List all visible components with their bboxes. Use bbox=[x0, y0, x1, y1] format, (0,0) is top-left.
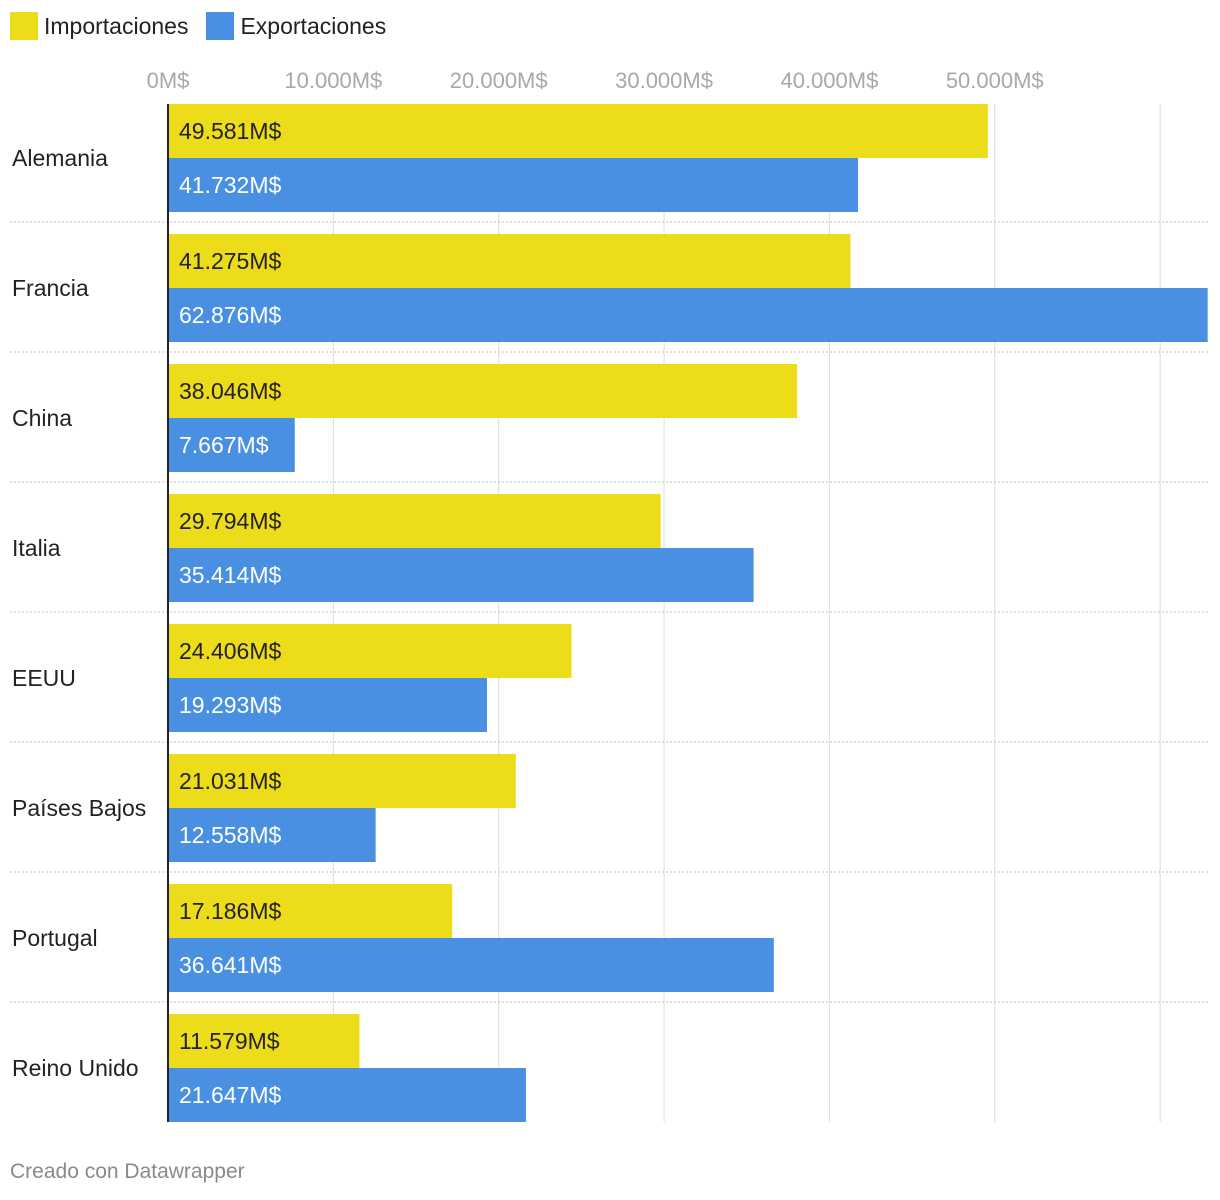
bar-imports bbox=[168, 234, 851, 288]
category-label: Reino Unido bbox=[12, 1055, 139, 1081]
x-tick-label: 40.000M$ bbox=[780, 68, 878, 93]
x-tick-label: 10.000M$ bbox=[284, 68, 382, 93]
data-label-exports: 35.414M$ bbox=[179, 562, 282, 588]
bar-chart: 0M$ 10.000M$ 20.000M$ 30.000M$ 40.000M$ 50.00… bbox=[10, 68, 1210, 1122]
footer-credit: Creado con Datawrapper bbox=[10, 1160, 245, 1183]
bar-imports bbox=[168, 1014, 360, 1068]
bar-imports bbox=[168, 624, 572, 678]
bar-imports bbox=[168, 754, 516, 808]
bar-exports bbox=[168, 288, 1208, 342]
data-label-imports: 49.581M$ bbox=[179, 118, 282, 144]
data-label-exports: 36.641M$ bbox=[179, 952, 282, 978]
category-label: Alemania bbox=[12, 145, 108, 171]
data-label-imports: 21.031M$ bbox=[179, 768, 282, 794]
legend-swatch-exports bbox=[206, 12, 235, 40]
data-label-imports: 41.275M$ bbox=[179, 248, 282, 274]
data-label-exports: 62.876M$ bbox=[179, 302, 282, 328]
data-label-imports: 38.046M$ bbox=[179, 378, 282, 404]
bar-imports bbox=[168, 104, 988, 158]
legend-label-imports: Importaciones bbox=[44, 12, 189, 39]
category-label: Países Bajos bbox=[12, 795, 146, 821]
category-label: Portugal bbox=[12, 925, 98, 951]
category-label: EEUU bbox=[12, 665, 76, 691]
data-label-imports: 24.406M$ bbox=[179, 638, 282, 664]
data-label-exports: 19.293M$ bbox=[179, 692, 282, 718]
data-label-exports: 7.667M$ bbox=[179, 432, 269, 458]
bar-exports bbox=[168, 548, 754, 602]
x-tick-label: 0M$ bbox=[147, 68, 190, 93]
legend-label-exports: Exportaciones bbox=[240, 12, 387, 39]
category-label: Francia bbox=[12, 275, 89, 301]
legend-item-exports: Exportaciones bbox=[206, 12, 386, 40]
bar-imports bbox=[168, 884, 453, 938]
data-label-imports: 29.794M$ bbox=[179, 508, 282, 534]
data-label-exports: 41.732M$ bbox=[179, 172, 282, 198]
bar-exports bbox=[168, 678, 488, 732]
data-label-exports: 21.647M$ bbox=[179, 1082, 282, 1108]
data-label-imports: 17.186M$ bbox=[179, 898, 282, 924]
bar-imports bbox=[168, 494, 661, 548]
bar-exports bbox=[168, 418, 295, 472]
bar-exports bbox=[168, 808, 376, 862]
x-tick-label: 20.000M$ bbox=[450, 68, 548, 93]
x-tick-label: 50.000M$ bbox=[946, 68, 1044, 93]
bar-exports bbox=[168, 938, 774, 992]
category-label: China bbox=[12, 405, 72, 431]
x-tick-label: 30.000M$ bbox=[615, 68, 713, 93]
bar-exports bbox=[168, 1068, 526, 1122]
bar-exports bbox=[168, 158, 859, 212]
legend: Importaciones Exportaciones bbox=[10, 10, 404, 42]
legend-swatch-imports bbox=[10, 12, 38, 40]
data-label-exports: 12.558M$ bbox=[179, 822, 282, 848]
bar-imports bbox=[168, 364, 798, 418]
category-label: Italia bbox=[12, 535, 61, 561]
legend-item-imports: Importaciones bbox=[10, 12, 188, 40]
data-label-imports: 11.579M$ bbox=[179, 1028, 280, 1054]
